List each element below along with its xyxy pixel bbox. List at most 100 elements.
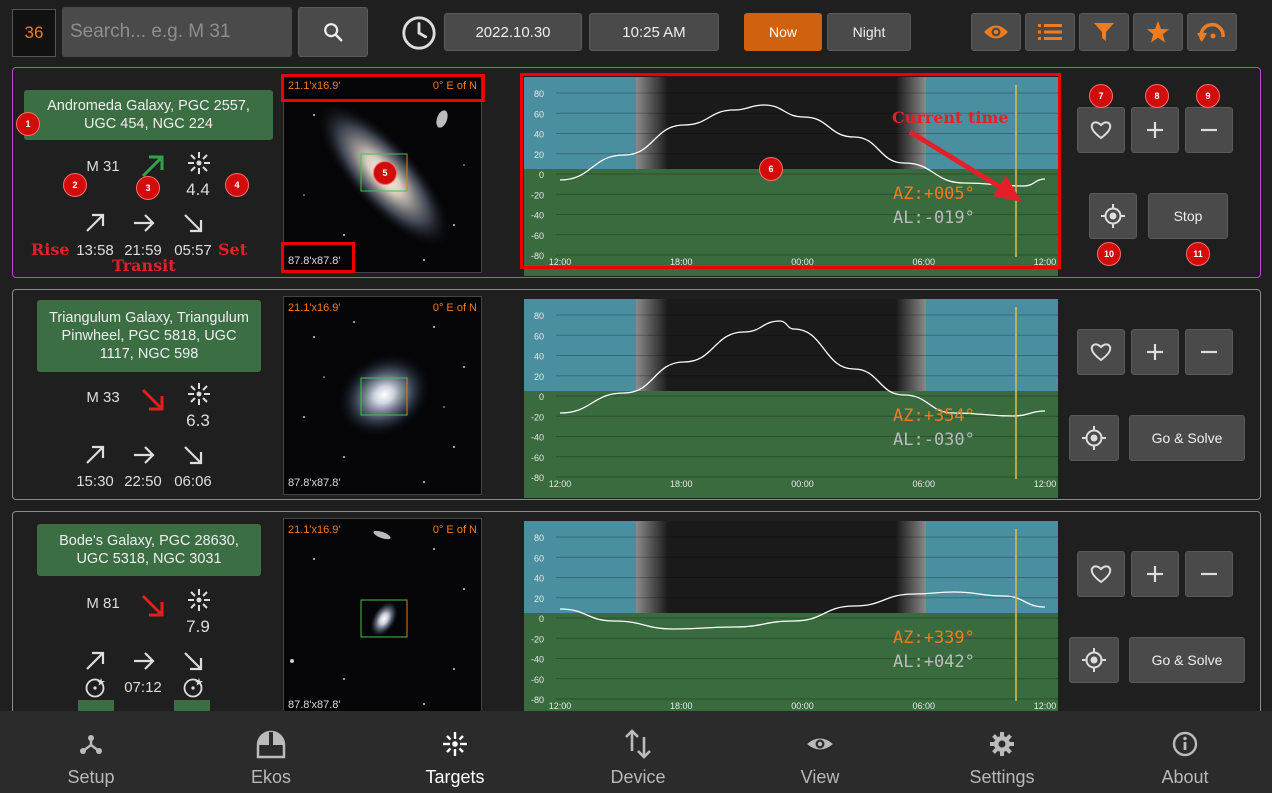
device-icon [625,729,651,759]
add-button[interactable] [1131,329,1179,375]
nav-label: Targets [425,767,485,787]
filter-icon [1094,23,1114,41]
minus-icon [1201,128,1217,132]
remove-button[interactable] [1185,551,1233,597]
set-time: 06:06 [174,473,212,490]
nav-targets[interactable]: Targets [364,711,546,793]
chart-ground-area [524,169,1058,276]
y-tick-label: -80 [531,251,544,261]
magnitude-value: 6.3 [186,411,210,430]
transit-time: 21:59 [124,242,162,259]
annotation-badge: 2 [63,173,87,197]
favorite-button[interactable] [1077,107,1125,153]
filter-button[interactable] [1079,13,1129,51]
circumpolar-icon [85,678,105,698]
trend-up-icon [141,155,164,178]
nav-about[interactable]: About [1094,711,1272,793]
add-button[interactable] [1131,551,1179,597]
target-name[interactable]: Triangulum Galaxy, Triangulum Pinwheel, … [37,300,261,372]
x-tick-label: 12:00 [549,701,572,711]
circumpolar-bar [174,700,210,712]
go-and-solve-button[interactable]: Go & Solve [1129,415,1245,461]
nav-device[interactable]: Device [547,711,729,793]
altitude-curve [559,104,1046,187]
nav-label: Device [610,767,666,787]
search-input[interactable] [62,7,292,57]
list-button[interactable] [1025,13,1075,51]
galaxy-image [284,519,481,716]
y-tick-label: 40 [534,130,544,140]
heart-icon [1090,343,1112,362]
favorite-button[interactable] [1077,329,1125,375]
center-button[interactable] [1089,193,1137,239]
y-tick-label: 80 [534,533,544,543]
nav-settings[interactable]: Settings [911,711,1093,793]
annotation-arrow [908,129,1022,202]
annotation-badge: 9 [1196,84,1220,108]
nav-label: Ekos [250,767,292,787]
favorites-button[interactable] [1133,13,1183,51]
stop-button[interactable]: Stop [1148,193,1228,239]
y-tick-label: 0 [539,170,544,180]
annotation-badge: 6 [759,157,783,181]
annotation-badge: 11 [1186,242,1210,266]
altitude-curve [559,320,1046,417]
y-tick-label: -40 [531,211,544,221]
minus-icon [1201,572,1217,576]
visibility-toggle-button[interactable] [971,13,1021,51]
nav-setup[interactable]: Setup [0,711,182,793]
plus-icon [1147,344,1163,360]
add-button[interactable] [1131,107,1179,153]
center-button[interactable] [1069,415,1119,461]
x-tick-label: 12:00 [1034,701,1057,711]
y-tick-label: -20 [531,190,544,200]
target-id: M 81 [86,595,120,612]
favorite-button[interactable] [1077,551,1125,597]
ekos-icon [256,730,286,759]
remove-button[interactable] [1185,329,1233,375]
x-tick-label: 12:00 [549,479,572,489]
y-tick-label: 60 [534,109,544,119]
night-button[interactable]: Night [827,13,911,51]
altitude-chart[interactable]: 80 60 40 20 0 -20 -40 -60 -80 12:00 18:00 00:00 06:0… [524,77,1058,276]
plus-icon [1147,122,1163,138]
nav-label: About [1161,767,1209,787]
center-button[interactable] [1069,637,1119,683]
date-picker[interactable]: 2022.10.30 [444,13,582,51]
target-name[interactable]: Andromeda Galaxy, PGC 2557, UGC 454, NGC… [24,90,273,140]
nav-ekos[interactable]: Ekos [180,711,362,793]
target-image[interactable]: 21.1'x16.9' 0° E of N 87.8'x87.8' [283,518,482,717]
y-tick-label: 60 [534,553,544,563]
magnitude-icon [188,383,210,405]
chart-twilight-dawn [896,77,926,169]
time-picker[interactable]: 10:25 AM [589,13,719,51]
annotation-transit: Transit [112,256,176,275]
search-button[interactable] [298,7,368,57]
target-image[interactable]: 21.1'x16.9' 0° E of N 87.8'x87.8' [283,296,482,495]
annotation-box-fov [281,74,485,102]
target-card[interactable]: Triangulum Galaxy, Triangulum Pinwheel, … [12,289,1261,500]
set-icon [184,652,203,671]
x-tick-label: 12:00 [1034,257,1057,267]
now-button[interactable]: Now [744,13,822,51]
chart-twilight-dusk [636,521,668,613]
fov-label: 21.1'x16.9' [288,80,341,92]
altitude-chart[interactable]: 80 60 40 20 0 -20 -40 -60 -80 12:00 18:00 00:00 06:0… [524,521,1058,720]
y-tick-label: 0 [539,392,544,402]
plus-icon [1147,566,1163,582]
annotation-badge: 7 [1089,84,1113,108]
target-card[interactable]: Bode's Galaxy, PGC 28630, UGC 5318, NGC … [12,511,1261,723]
view-icon [807,738,833,750]
remove-button[interactable] [1185,107,1233,153]
reset-button[interactable] [1187,13,1237,51]
chart-night-area [668,521,896,613]
go-and-solve-button[interactable]: Go & Solve [1129,637,1245,683]
nav-view[interactable]: View [729,711,911,793]
chart-twilight-dusk [636,77,668,169]
altitude-chart[interactable]: 80 60 40 20 0 -20 -40 -60 -80 12:00 18:00 00:00 06:0… [524,299,1058,498]
image-fov-label: 87.8'x87.8' [288,477,341,489]
transit-time: 07:12 [124,679,162,696]
annotation-set: Set [218,240,248,259]
x-tick-label: 12:00 [549,257,572,267]
target-name[interactable]: Bode's Galaxy, PGC 28630, UGC 5318, NGC … [37,524,261,576]
